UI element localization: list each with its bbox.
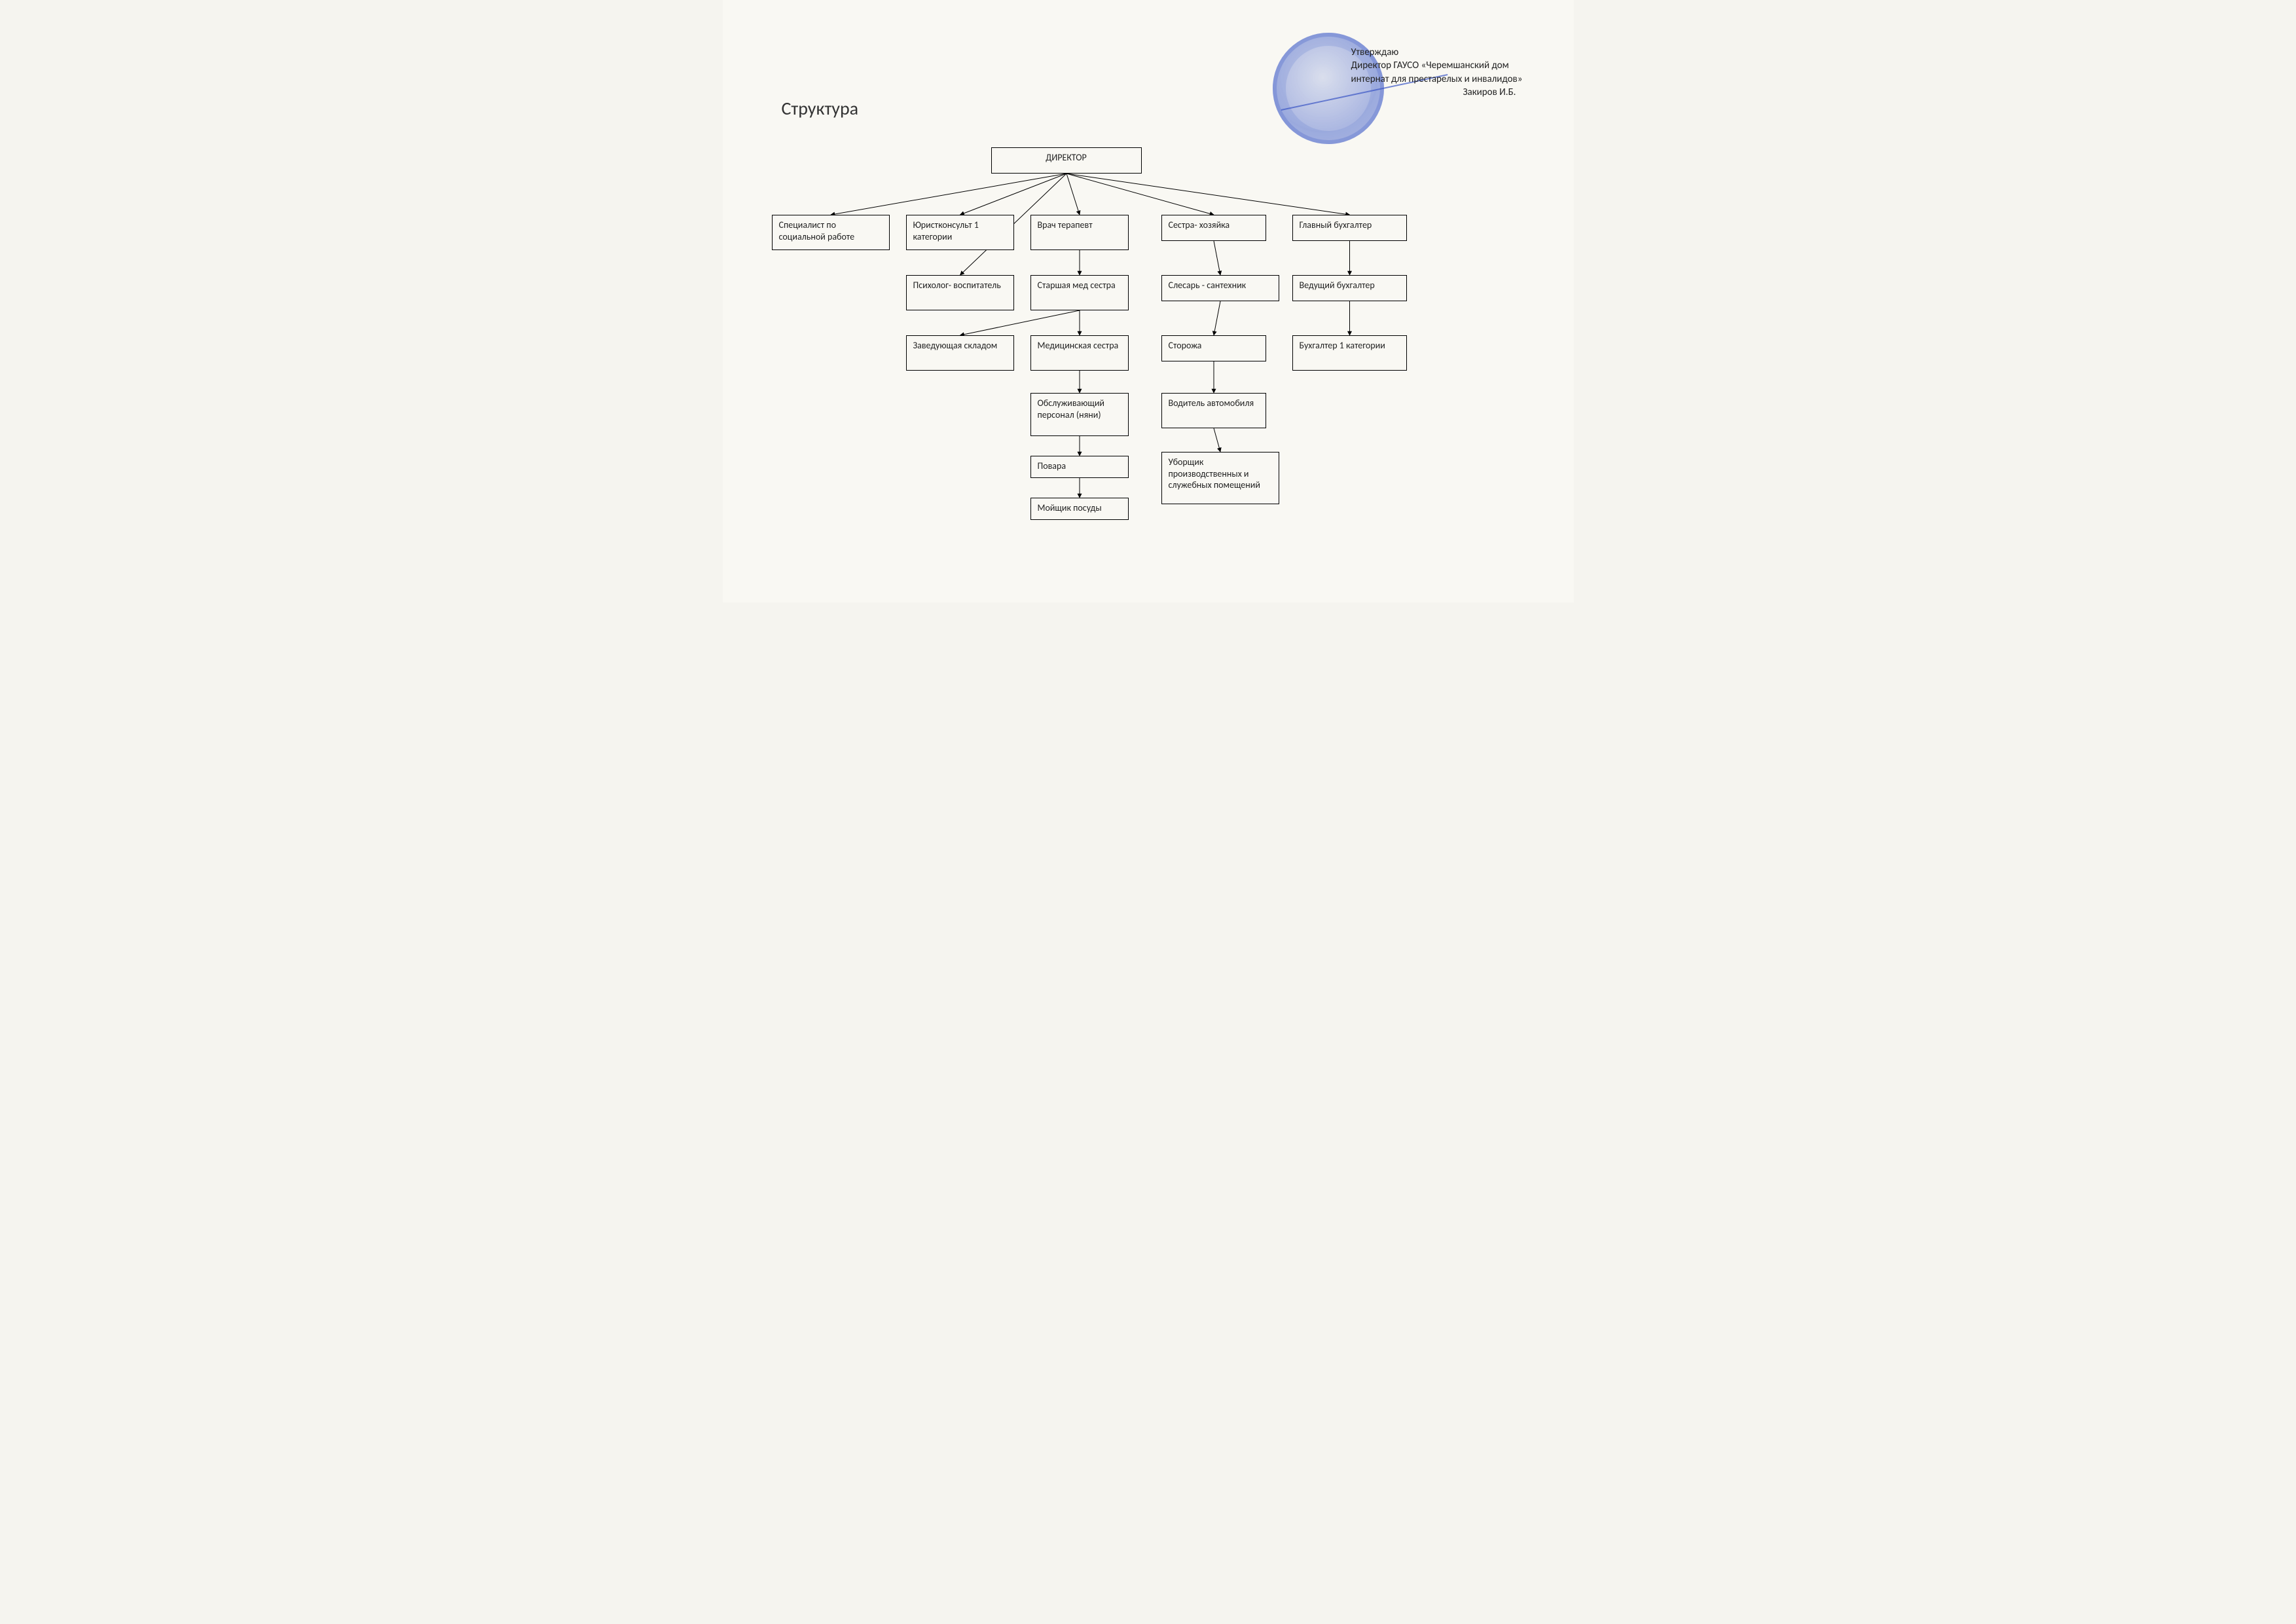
node-hostess: Сестра- хозяйка — [1161, 215, 1266, 241]
node-social: Специалист по социальной работе — [772, 215, 890, 250]
node-plumber: Слесарь - сантехник — [1161, 275, 1279, 301]
node-psych: Психолог- воспитатель — [906, 275, 1014, 310]
edge-director-hostess — [1066, 174, 1214, 215]
approval-signer: Закиров И.Б. — [1351, 86, 1523, 99]
node-doctor: Врач терапевт — [1030, 215, 1129, 250]
approval-line-3: интернат для престарелых и инвалидов» — [1351, 73, 1523, 86]
node-chief_acc: Главный бухгалтер — [1292, 215, 1407, 241]
edge-director-doctor — [1066, 174, 1080, 215]
node-lead_acc: Ведущий бухгалтер — [1292, 275, 1407, 301]
node-acc1: Бухгалтер 1 категории — [1292, 335, 1407, 371]
edge-director-chief_acc — [1066, 174, 1350, 215]
node-nannies: Обслуживающий персонал (няни) — [1030, 393, 1129, 436]
node-cooks: Повара — [1030, 456, 1129, 478]
page-title: Структура — [782, 97, 859, 120]
approval-line-1: Утверждаю — [1351, 46, 1523, 59]
node-dishwasher: Мойщик посуды — [1030, 498, 1129, 520]
approval-block: Утверждаю Директор ГАУСО «Черемшанский д… — [1351, 46, 1523, 99]
edge-director-social — [831, 174, 1066, 215]
edge-director-jurist — [960, 174, 1066, 215]
node-driver: Водитель автомобиля — [1161, 393, 1266, 428]
edge-senior_nurse-warehouse — [960, 310, 1080, 335]
node-warehouse: Заведующая складом — [906, 335, 1014, 371]
node-cleaner: Уборщик производственных и служебных пом… — [1161, 452, 1279, 504]
edge-hostess-plumber — [1214, 241, 1220, 275]
page: Структура Утверждаю Директор ГАУСО «Чере… — [723, 0, 1574, 602]
edge-driver-cleaner — [1214, 428, 1220, 452]
node-senior_nurse: Старшая мед сестра — [1030, 275, 1129, 310]
node-guards: Сторожа — [1161, 335, 1266, 361]
node-jurist: Юристконсульт 1 категории — [906, 215, 1014, 250]
approval-line-2: Директор ГАУСО «Черемшанский дом — [1351, 59, 1523, 72]
node-nurse: Медицинская сестра — [1030, 335, 1129, 371]
edge-plumber-guards — [1214, 301, 1220, 335]
node-director: ДИРЕКТОР — [991, 147, 1142, 174]
